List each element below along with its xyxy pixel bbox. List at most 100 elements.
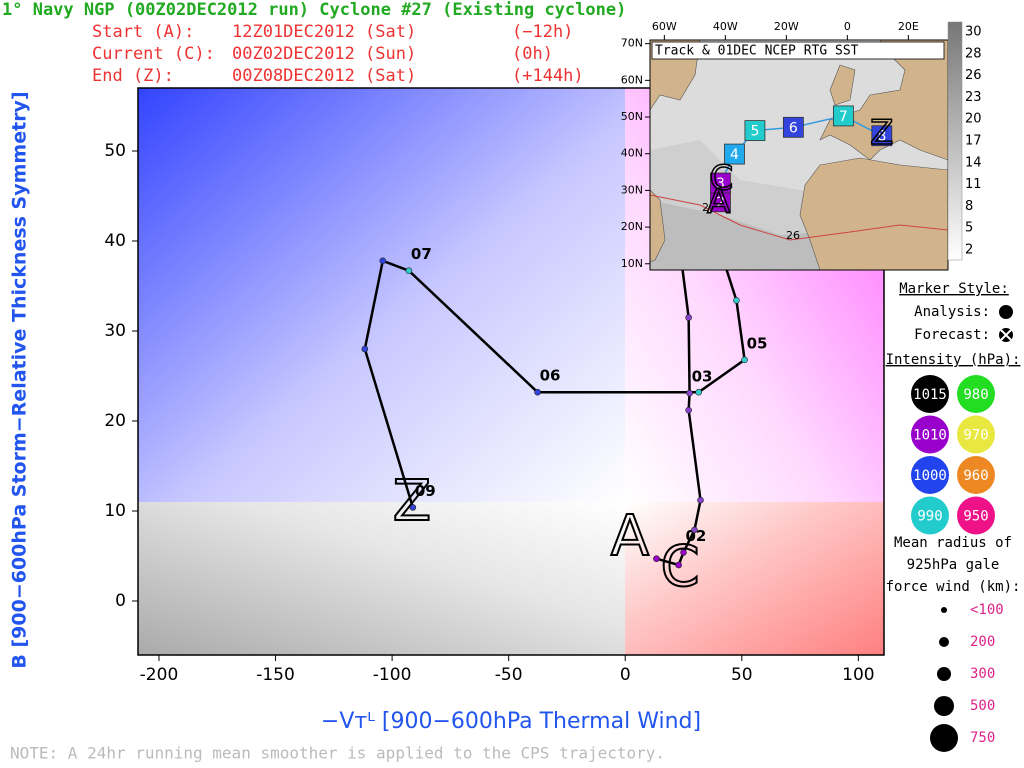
lon-tick-label: 20W (774, 20, 799, 33)
lat-tick-label: 70N (621, 37, 643, 50)
legend-text: 750 (970, 730, 995, 746)
trajectory-point (685, 406, 692, 414)
x-tick-label: -150 (256, 665, 295, 685)
lon-tick-label: 60W (652, 20, 677, 33)
lat-tick-label: 30N (621, 183, 643, 196)
point-label: 03 (692, 368, 713, 386)
x-tick-label: 100 (842, 665, 874, 685)
legend-text: force wind (km): (886, 579, 1021, 595)
lon-tick-label: 20E (898, 20, 919, 33)
legend-text: Analysis: (914, 304, 990, 320)
trajectory-point (686, 389, 693, 397)
lat-tick-label: 10N (621, 257, 643, 270)
track-box (782, 116, 804, 138)
track-box (832, 105, 854, 127)
intensity-swatch (957, 375, 995, 413)
trajectory-point (733, 297, 740, 304)
land (829, 64, 856, 106)
colorbar-label: 5 (965, 221, 973, 236)
trajectory-point (741, 356, 748, 364)
legend-text: Intensity (hPa): (886, 352, 1021, 368)
inset-title: Track & 01DEC NCEP RTG SST (655, 44, 859, 59)
legend-text: <100 (970, 602, 1004, 618)
trajectory-point (534, 388, 541, 396)
trajectory-point (361, 345, 369, 353)
legend-text: Mean radius of (894, 535, 1012, 551)
trajectory-point (405, 267, 413, 275)
inset-marker: C (709, 159, 733, 199)
intensity-swatch (957, 496, 995, 535)
intensity-label: 1015 (913, 387, 947, 403)
trajectory-point (695, 388, 702, 396)
point-label: 07 (411, 245, 432, 263)
point-label: 05 (747, 334, 768, 352)
intensity-label: 970 (963, 428, 988, 444)
intensity-swatch (957, 415, 995, 454)
trajectory-point (685, 314, 692, 321)
legend-text: Marker Style: (899, 281, 1009, 297)
radius-swatch (941, 607, 947, 613)
background (625, 502, 884, 655)
phase-marker: Z (393, 469, 431, 534)
colorbar-label: 14 (965, 155, 982, 170)
x-tick-label: -200 (140, 665, 179, 685)
track-box (744, 120, 766, 142)
intensity-swatch (957, 456, 995, 494)
track-label: 4 (730, 147, 739, 163)
lat-tick-label: 50N (621, 110, 643, 123)
point-label: 06 (540, 367, 561, 385)
trajectory-point (680, 549, 687, 556)
x-tick-label: -100 (373, 665, 412, 685)
track-label: 3 (716, 176, 725, 192)
sst-contour (649, 194, 949, 241)
colorbar-label: 2 (965, 243, 973, 258)
lat-tick-label: 40N (621, 147, 643, 160)
colorbar-label: 28 (965, 46, 982, 61)
colorbar-label: 23 (965, 90, 982, 105)
phase-marker: C (660, 535, 699, 600)
y-tick-label: 50 (104, 141, 126, 161)
legend: Marker Style: Analysis: Forecast: Intensity… (886, 281, 1022, 752)
y-tick-label: 30 (104, 321, 126, 341)
contour-label: 26 (786, 229, 800, 242)
header-text: Start (A): (92, 22, 194, 42)
inset-marker: Z (870, 113, 893, 153)
track-label: 2 (716, 195, 725, 211)
lat-tick-label: 60N (621, 73, 643, 86)
y-axis-label: B [900−600hPa Storm−Relative Thickness S… (9, 91, 31, 668)
intensity-label: 1000 (913, 468, 947, 484)
track-box (710, 172, 731, 194)
track-label: 6 (789, 120, 798, 136)
x-tick-label: 0 (620, 665, 631, 685)
intensity-swatch (911, 456, 949, 494)
header-text: Current (C): (92, 44, 215, 64)
radius-swatch (939, 637, 949, 647)
point-label: 09 (415, 482, 436, 500)
land (799, 157, 949, 271)
trajectory-point (691, 526, 698, 534)
colorbar (947, 21, 963, 261)
legend-analysis-marker (999, 305, 1013, 319)
colorbar-label: 26 (965, 68, 982, 83)
inset-map: 60W 40W 20W 0 20E 70N 60N 50N 40N 30N 20N 10N Track … (621, 20, 982, 271)
intensity-label: 980 (963, 387, 988, 403)
intensity-swatch (911, 415, 949, 454)
y-tick-label: 0 (115, 591, 126, 611)
legend-forecast-x (1000, 329, 1012, 341)
track-box (871, 125, 893, 147)
colorbar-label: 20 (965, 112, 982, 127)
legend-text: 500 (970, 698, 995, 714)
inset-title-box (651, 41, 945, 60)
track-label: 7 (839, 109, 848, 125)
phase-marker: A (611, 504, 649, 569)
trajectory-point (653, 555, 660, 563)
radius-swatch (934, 696, 954, 716)
colorbar-label: 11 (965, 177, 982, 192)
note: NOTE: A 24hr running mean smoother is ap… (10, 744, 665, 763)
track-box (724, 143, 745, 165)
background (138, 88, 625, 502)
header-text: 12Z01DEC2012 (Sat) (232, 22, 416, 42)
y-tick-label: 40 (104, 231, 126, 251)
legend-text: 200 (970, 634, 995, 650)
